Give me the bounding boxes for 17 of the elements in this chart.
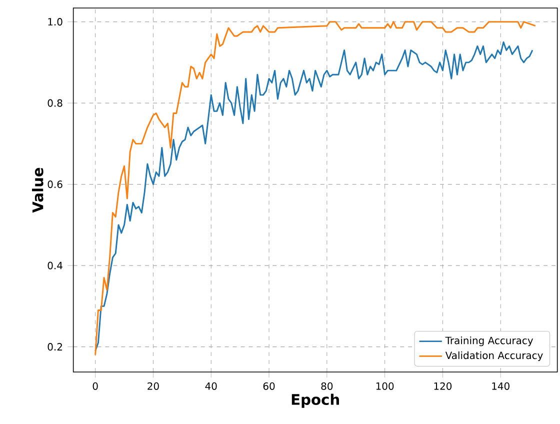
y-tick-label: 1.0: [48, 18, 62, 26]
y-tick-label: 0.4: [48, 262, 62, 270]
x-tick-label: 60: [263, 382, 275, 390]
y-tick-label: 0.2: [48, 343, 62, 351]
x-tick-label: 100: [376, 382, 394, 390]
legend-label: Validation Accuracy: [445, 351, 543, 362]
x-tick-label: 120: [434, 382, 452, 390]
x-tick-label: 0: [92, 382, 98, 390]
x-tick-label: 40: [205, 382, 217, 390]
x-tick-label: 20: [148, 382, 159, 390]
x-axis-title: Epoch: [292, 394, 339, 408]
y-tick-label: 0.8: [48, 99, 62, 107]
legend-label: Training Accuracy: [445, 336, 534, 346]
y-axis-title: Value: [32, 168, 44, 213]
y-tick-label: 0.6: [48, 180, 62, 188]
x-tick-label: 80: [321, 382, 333, 390]
x-tick-label: 140: [492, 382, 510, 390]
